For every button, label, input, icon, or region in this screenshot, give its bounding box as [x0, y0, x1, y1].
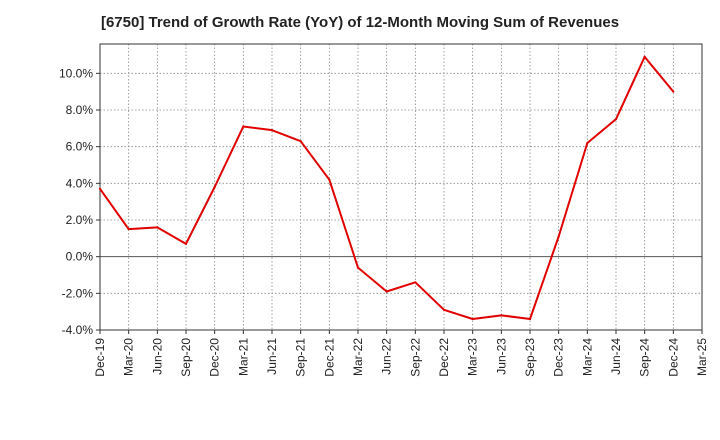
x-tick-label: Sep-23: [523, 338, 537, 377]
x-tick-label: Jun-22: [380, 338, 394, 375]
x-tick-label: Mar-21: [236, 338, 250, 376]
data-point: [528, 317, 532, 321]
data-point: [356, 266, 360, 269]
x-tick-label: Sep-20: [179, 338, 193, 377]
data-point: [442, 308, 446, 311]
data-point: [328, 178, 331, 181]
data-point: [156, 226, 159, 229]
y-tick-label: 2.0%: [66, 213, 94, 227]
x-tick-label: Dec-20: [208, 338, 222, 377]
data-point: [586, 141, 589, 145]
x-tick-label: Mar-24: [580, 338, 594, 376]
y-tick-label: 8.0%: [66, 103, 94, 117]
y-tick-label: -4.0%: [62, 323, 94, 337]
x-tick-label: Jun-24: [609, 338, 623, 375]
data-point: [98, 187, 102, 190]
y-tick-label: -2.0%: [62, 286, 94, 300]
axes: [96, 43, 703, 334]
data-point: [672, 90, 675, 93]
x-tick-label: Jun-20: [150, 338, 164, 375]
data-point: [127, 228, 130, 231]
x-tick-label: Mar-23: [466, 338, 480, 376]
data-point: [299, 140, 302, 143]
x-tick-label: Sep-22: [408, 338, 422, 377]
x-tick-label: Dec-21: [322, 338, 336, 377]
x-tick-label: Jun-21: [265, 338, 279, 375]
data-point: [184, 242, 188, 245]
data-point: [471, 317, 474, 321]
y-tick-label: 4.0%: [66, 176, 94, 190]
x-tick-labels: Dec-19 Mar-20 Jun-20 Sep-20 Dec-20 Mar-21 Jun-…: [93, 338, 709, 377]
y-tick-labels: -4.0% -2.0% 0.0% 2.0% 4.0% 6.0% 8.0% 10.0%: [59, 66, 93, 337]
data-point: [643, 55, 646, 58]
data-point: [213, 185, 216, 189]
data-point: [414, 281, 417, 284]
plot-frame: [99, 43, 703, 331]
x-tick-label: Dec-24: [666, 338, 680, 377]
x-tick-label: Jun-23: [494, 338, 508, 375]
x-tick-label: Sep-21: [294, 338, 308, 377]
data-point: [557, 235, 560, 238]
data-point: [270, 129, 274, 132]
y-tick-label: 10.0%: [59, 66, 93, 80]
data-point: [614, 118, 618, 121]
data-point: [385, 290, 388, 293]
data-point: [500, 314, 503, 317]
x-tick-label: Mar-22: [351, 338, 365, 376]
x-tick-label: Sep-24: [638, 338, 652, 377]
y-tick-label: 6.0%: [66, 140, 94, 154]
x-tick-label: Dec-23: [552, 338, 566, 377]
x-tick-label: Dec-19: [93, 338, 107, 377]
y-tick-label: 0.0%: [66, 250, 94, 264]
chart-title: [6750] Trend of Growth Rate (YoY) of 12-…: [100, 14, 620, 31]
series-lines: [98, 55, 675, 321]
data-point: [242, 125, 245, 128]
x-tick-label: Mar-20: [122, 338, 136, 376]
x-tick-label: Dec-22: [437, 338, 451, 377]
x-tick-label: Mar-25: [695, 338, 709, 376]
